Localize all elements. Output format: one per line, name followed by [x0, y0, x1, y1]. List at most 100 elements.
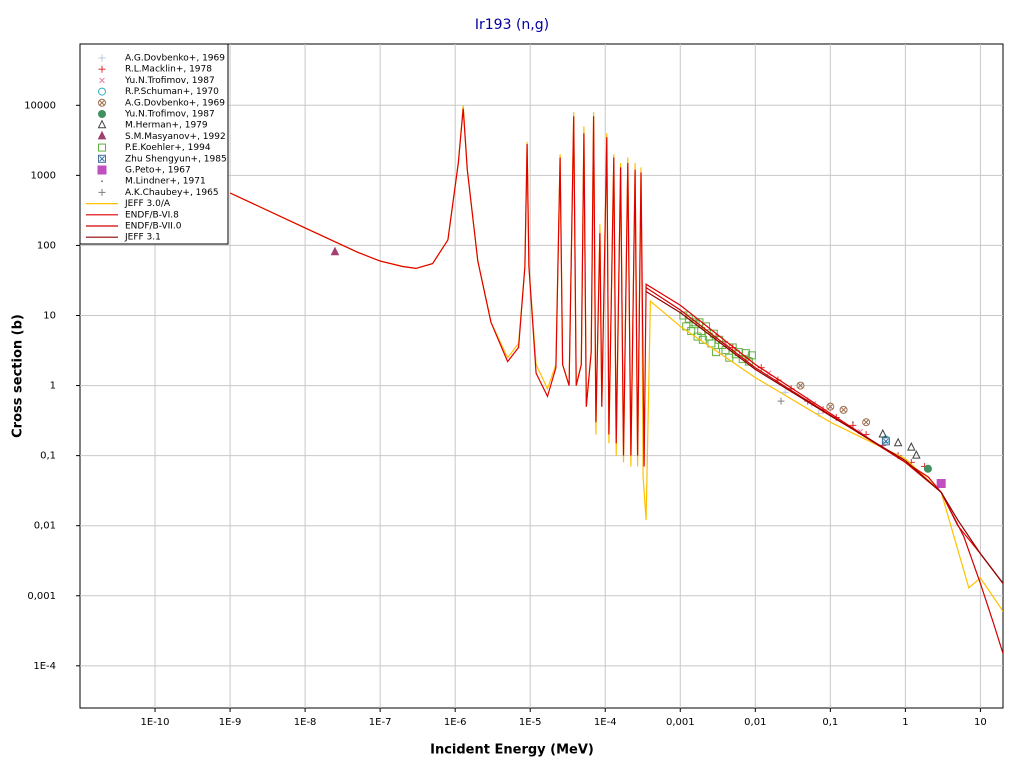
x-axis-label: Incident Energy (MeV) — [430, 743, 594, 758]
legend-label: Zhu Shengyun+, 1985 — [125, 154, 227, 164]
data-point — [893, 437, 903, 447]
data-point-part — [923, 464, 932, 473]
legend-marker-part — [97, 165, 107, 175]
legend-marker — [98, 65, 106, 73]
data-point-part — [936, 479, 946, 489]
data-point-part — [893, 437, 903, 447]
legend-marker — [98, 98, 106, 107]
legend-marker-part — [97, 119, 107, 129]
y-tick-label: 0,001 — [27, 591, 56, 602]
x-tick-label: 1E-4 — [594, 717, 617, 728]
legend-label: P.E.Koehler+, 1994 — [125, 143, 211, 153]
data-point — [936, 479, 946, 489]
legend-label: A.K.Chaubey+, 1965 — [125, 188, 219, 198]
legend-marker-part — [98, 143, 106, 152]
data-point — [707, 339, 716, 348]
data-point — [796, 381, 805, 390]
y-tick-label: 0,01 — [34, 521, 56, 532]
y-tick-label: 1E-4 — [33, 661, 56, 672]
data-point — [731, 350, 740, 359]
data-point-part — [712, 348, 721, 357]
y-tick-label: 10000 — [24, 100, 56, 111]
legend-marker-part — [98, 110, 106, 118]
legend-label: M.Herman+, 1979 — [125, 121, 208, 131]
data-point-part — [731, 350, 740, 359]
data-point — [826, 402, 835, 411]
legend-marker-part — [99, 77, 105, 84]
legend-label: S.M.Masyanov+, 1992 — [125, 132, 226, 142]
data-point-part — [863, 419, 869, 426]
series-line — [229, 108, 1003, 584]
legend-label: A.G.Dovbenko+, 1969 — [125, 98, 225, 108]
data-point-part — [851, 421, 854, 424]
series-line — [645, 287, 1003, 654]
x-tick-label: 10 — [974, 717, 987, 728]
legend-marker — [97, 130, 107, 140]
data-point-part — [883, 438, 889, 445]
data-point-part — [862, 418, 871, 427]
legend-label: JEFF 3.1 — [124, 233, 161, 243]
x-tick-label: 1E-10 — [141, 717, 170, 728]
legend-marker-part — [97, 130, 107, 140]
legend-marker — [99, 77, 105, 84]
data-point-part — [827, 403, 834, 410]
legend-marker — [97, 119, 107, 129]
data-point — [747, 351, 756, 360]
legend-marker — [101, 180, 103, 183]
x-tick-label: 1E-6 — [444, 717, 467, 728]
data-point — [881, 437, 890, 446]
y-tick-label: 0,1 — [40, 451, 56, 462]
legend-label: Yu.N.Trofimov, 1987 — [124, 76, 215, 86]
x-tick-label: 1E-8 — [294, 717, 317, 728]
x-tick-label: 0,01 — [744, 717, 766, 728]
data-point-part — [881, 437, 890, 446]
data-point-part — [707, 339, 716, 348]
x-tick-label: 0,1 — [822, 717, 838, 728]
data-point-part — [796, 381, 805, 390]
legend-marker-part — [98, 98, 106, 107]
data-point — [912, 450, 921, 459]
x-tick-label: 1 — [902, 717, 908, 728]
y-axis-label: Cross section (b) — [11, 314, 26, 438]
data-point — [330, 246, 340, 256]
legend-marker — [97, 165, 107, 175]
grid: 1E-10 1E-9 1E-8 1E-7 1E-6 1E-5 1E-4 0,001 0,01 0,… — [24, 44, 1003, 728]
legend-marker-part — [98, 154, 106, 163]
data-point — [839, 405, 848, 414]
y-tick-label: 100 — [37, 240, 56, 251]
data-point-part — [826, 402, 835, 411]
chart-title: Ir193 (n,g) — [475, 17, 549, 33]
data-point — [878, 428, 888, 438]
legend-label: R.L.Macklin+, 1978 — [125, 65, 212, 75]
legend-marker — [98, 188, 106, 196]
data-point — [777, 397, 785, 405]
legend-label: Yu.N.Trofimov, 1987 — [124, 110, 215, 120]
y-tick-label: 10 — [43, 311, 56, 322]
y-tick-label: 1 — [50, 381, 56, 392]
legend-marker-part — [98, 87, 106, 96]
legend-marker — [98, 110, 106, 118]
y-tick-label: 1000 — [31, 170, 56, 181]
data-point-part — [878, 428, 888, 438]
legend-marker — [98, 54, 106, 62]
data-point-part — [330, 246, 340, 256]
data-point — [923, 464, 932, 473]
legend-marker — [98, 154, 106, 163]
data-point-part — [907, 442, 916, 451]
x-tick-label: 1E-9 — [219, 717, 242, 728]
data-point-part — [810, 400, 817, 407]
x-tick-label: 0,001 — [666, 717, 695, 728]
legend-label: M.Lindner+, 1971 — [125, 177, 206, 187]
data-point-part — [747, 351, 756, 360]
legend-label: A.G.Dovbenko+, 1969 — [125, 54, 225, 64]
x-tick-label: 1E-7 — [369, 717, 392, 728]
legend-marker-part — [99, 155, 105, 162]
legend-marker — [98, 143, 106, 152]
legend-label: R.P.Schuman+, 1970 — [125, 87, 219, 97]
legend-marker-part — [101, 180, 103, 183]
data-point-part — [840, 407, 847, 413]
data-point — [712, 348, 721, 357]
legend-label: ENDF/B-VII.0 — [125, 222, 182, 232]
